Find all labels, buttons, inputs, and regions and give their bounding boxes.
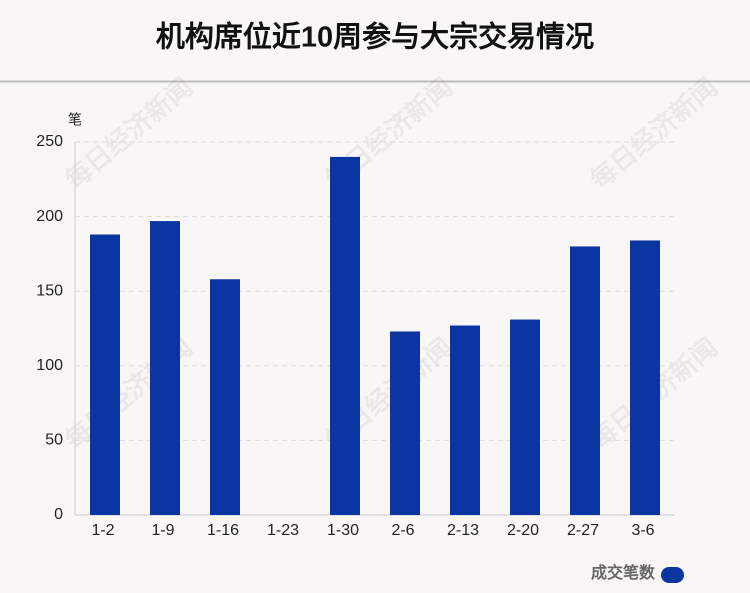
bar — [510, 319, 540, 515]
y-tick-label: 150 — [36, 282, 63, 299]
y-tick-label: 0 — [54, 506, 63, 523]
x-tick-label: 2-6 — [391, 522, 414, 539]
chart-title: 机构席位近10周参与大宗交易情况 — [156, 20, 594, 54]
bar — [210, 279, 240, 515]
bar — [150, 221, 180, 516]
bar — [90, 234, 120, 515]
bar — [450, 325, 480, 515]
x-tick-label: 3-6 — [631, 522, 654, 539]
legend-label: 成交笔数 — [591, 563, 656, 582]
bar — [330, 156, 360, 516]
bar — [630, 240, 660, 516]
x-tick-label: 1-9 — [151, 522, 174, 539]
x-tick-label: 2-20 — [507, 522, 539, 539]
bar — [570, 246, 600, 515]
x-tick-label: 1-30 — [327, 522, 359, 539]
y-unit: 笔 — [68, 112, 82, 128]
x-tick-label: 1-16 — [207, 522, 239, 539]
x-tick-label: 1-23 — [267, 522, 299, 539]
y-tick-label: 50 — [45, 432, 63, 449]
x-tick-label: 2-27 — [567, 522, 599, 539]
x-tick-label: 2-13 — [447, 522, 479, 539]
bar — [390, 331, 420, 515]
x-tick-label: 1-2 — [91, 522, 114, 539]
y-tick-label: 200 — [36, 208, 63, 225]
y-tick-label: 100 — [36, 357, 63, 374]
y-tick-label: 250 — [36, 133, 63, 150]
legend-swatch — [661, 567, 684, 583]
